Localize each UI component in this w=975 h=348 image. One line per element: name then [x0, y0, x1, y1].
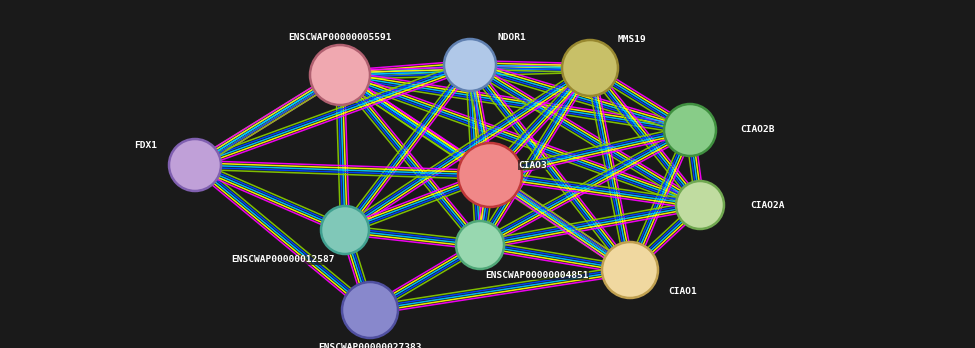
Text: NDOR1: NDOR1	[498, 32, 526, 41]
Circle shape	[310, 45, 370, 105]
Text: CIAO3: CIAO3	[518, 160, 547, 169]
Circle shape	[456, 221, 504, 269]
Circle shape	[321, 206, 369, 254]
Text: ENSCWAP00000005591: ENSCWAP00000005591	[289, 32, 392, 41]
Text: ENSCWAP00000027383: ENSCWAP00000027383	[318, 343, 422, 348]
Circle shape	[562, 40, 618, 96]
Text: FDX1: FDX1	[134, 141, 157, 150]
Circle shape	[444, 39, 496, 91]
Text: ENSCWAP00000012587: ENSCWAP00000012587	[231, 255, 335, 264]
Circle shape	[602, 242, 658, 298]
Text: CIAO2B: CIAO2B	[740, 126, 774, 134]
Circle shape	[664, 104, 716, 156]
Text: MMS19: MMS19	[618, 35, 646, 45]
Circle shape	[458, 143, 522, 207]
Circle shape	[169, 139, 221, 191]
Circle shape	[676, 181, 724, 229]
Text: ENSCWAP00000004851: ENSCWAP00000004851	[485, 270, 589, 279]
Text: CIAO2A: CIAO2A	[750, 200, 785, 209]
Circle shape	[342, 282, 398, 338]
Text: CIAO1: CIAO1	[668, 287, 697, 296]
